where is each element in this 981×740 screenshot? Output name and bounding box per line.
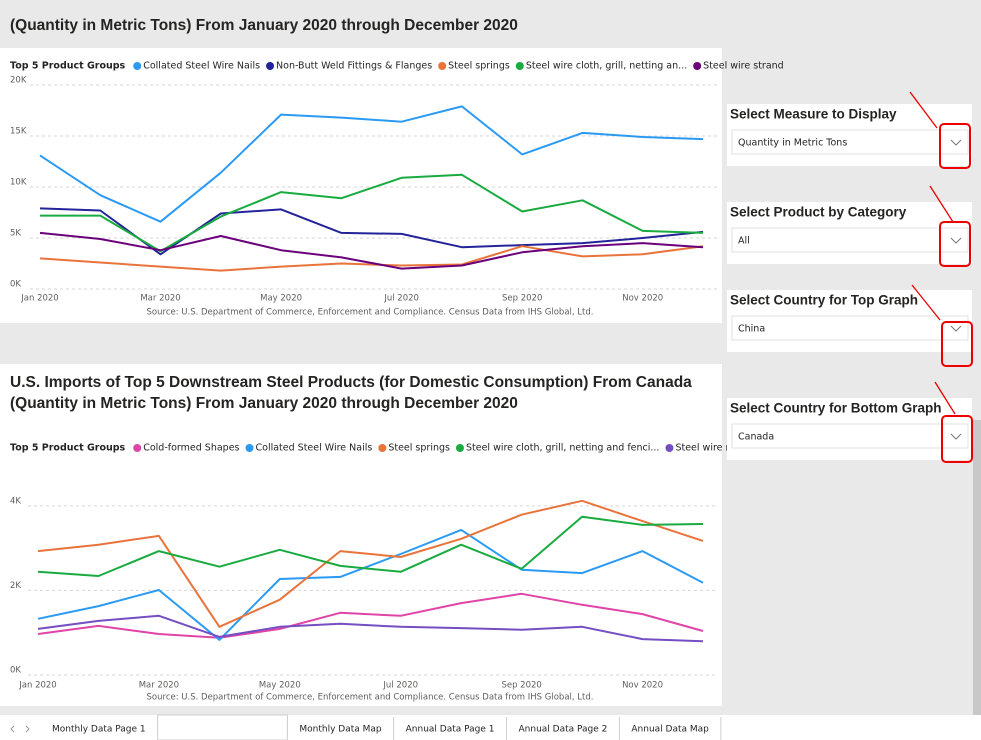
legend-label: Steel wire strand: [703, 61, 784, 72]
y-tick-label: 4K: [10, 496, 21, 506]
x-tick-label: Jul 2020: [383, 294, 419, 304]
x-tick-label: May 2020: [259, 681, 301, 691]
dropdown-chevron: [950, 433, 962, 440]
series-line: [39, 245, 704, 272]
legend-label: Collated Steel Wire Nails: [256, 443, 373, 454]
slicer-label: Select Country for Bottom Graph: [730, 401, 942, 416]
scrollbar: [973, 420, 981, 715]
series-line: [40, 173, 704, 253]
arrow: [934, 381, 956, 415]
arrow: [911, 284, 941, 321]
slicer-dropdown[interactable]: [731, 227, 969, 253]
x-tick-label: Sep 2020: [501, 681, 541, 691]
source-note: Source: U.S. Department of Commerce, Enf…: [147, 693, 594, 703]
page-tab[interactable]: Monthly Data Page 1: [52, 725, 146, 735]
source-note: Source: U.S. Department of Commerce, Enf…: [147, 308, 594, 318]
slicer-dropdown[interactable]: [731, 315, 969, 341]
dropdown-chevron: [950, 237, 962, 244]
tab-nav-arrows: [10, 725, 30, 733]
arrow: [909, 91, 938, 129]
series-line: [37, 499, 704, 628]
legend-label: Non-Butt Weld Fittings & Flanges: [276, 61, 432, 72]
series-line: [39, 105, 704, 223]
x-tick-label: Nov 2020: [622, 294, 663, 304]
legend-label: Steel wire cloth, grill, netting and fen…: [466, 443, 659, 454]
legend-marker: [438, 62, 447, 70]
slicer-value: All: [738, 236, 750, 247]
chart-title: (Quantity in Metric Tons) From January 2…: [10, 17, 518, 34]
legend-title: Top 5 Product Groups: [10, 61, 126, 72]
legend-marker: [693, 62, 702, 70]
legend-marker: [665, 444, 674, 452]
legend-marker: [455, 444, 464, 452]
chart-title: U.S. Imports of Top 5 Downstream Steel P…: [10, 374, 692, 391]
page-tab[interactable]: Annual Data Page 2: [519, 725, 608, 735]
series-line: [37, 614, 704, 643]
annotation-arrows: [909, 91, 973, 463]
legend-title: Top 5 Product Groups: [10, 443, 126, 454]
legend-marker: [378, 444, 387, 452]
legend-marker: [133, 444, 142, 452]
page-tab[interactable]: Annual Data Page 1: [406, 725, 495, 735]
legend-marker: [133, 62, 142, 70]
active-tab-bg: [157, 714, 288, 740]
highlight-box: [941, 321, 973, 367]
dropdown-chevron: [950, 139, 962, 146]
legend-label: Steel springs: [448, 61, 510, 72]
bottom-chart-panel: [0, 364, 722, 706]
slicer-label: Select Country for Top Graph: [730, 293, 918, 308]
series-line: [37, 515, 704, 577]
slicer-value: Quantity in Metric Tons: [738, 138, 847, 149]
page-tab[interactable]: Annual Data Map: [631, 725, 709, 735]
legend-label: Steel springs: [388, 443, 450, 454]
chart-title: (Quantity in Metric Tons) From January 2…: [10, 395, 518, 412]
highlight-box: [939, 221, 971, 267]
legend-marker: [245, 444, 254, 452]
series-line: [39, 231, 704, 270]
x-tick-label: May 2020: [260, 294, 302, 304]
x-tick-label: Nov 2020: [622, 681, 663, 691]
slicer-dropdown[interactable]: [731, 423, 969, 449]
x-tick-label: Mar 2020: [140, 294, 180, 304]
series-line: [37, 592, 704, 639]
series-line: [37, 528, 704, 641]
x-tick-label: Jul 2020: [382, 681, 418, 691]
page-tab[interactable]: Monthly Data Map: [299, 725, 382, 735]
x-tick-label: Jan 2020: [18, 681, 56, 691]
slicer-value: China: [738, 324, 765, 335]
y-tick-label: 5K: [10, 229, 21, 239]
legend-label: Collated Steel Wire Nails: [143, 61, 260, 72]
slicer-value: Canada: [738, 432, 774, 443]
legend-label: Cold-formed Shapes: [143, 443, 239, 454]
legend-marker: [515, 62, 524, 70]
top-chart-panel: [0, 48, 722, 323]
slicer-dropdown[interactable]: [731, 129, 969, 155]
series-line: [39, 207, 704, 256]
y-tick-label: 0K: [10, 666, 21, 676]
y-tick-label: 15K: [10, 127, 27, 137]
x-tick-label: Sep 2020: [502, 294, 542, 304]
highlight-box: [941, 415, 973, 463]
arrow: [929, 185, 954, 223]
legend-marker: [266, 62, 275, 70]
y-tick-label: 0K: [10, 280, 21, 290]
x-tick-label: Mar 2020: [139, 681, 179, 691]
highlight-box: [939, 123, 971, 169]
y-tick-label: 10K: [10, 178, 27, 188]
y-tick-label: 2K: [10, 581, 21, 591]
slicer-label: Select Measure to Display: [730, 107, 897, 122]
dropdown-chevron: [950, 325, 962, 332]
y-tick-label: 20K: [10, 76, 27, 86]
slicer-label: Select Product by Category: [730, 205, 907, 220]
x-tick-label: Jan 2020: [20, 294, 58, 304]
legend-label: Steel wire cloth, grill, netting an...: [526, 61, 687, 72]
